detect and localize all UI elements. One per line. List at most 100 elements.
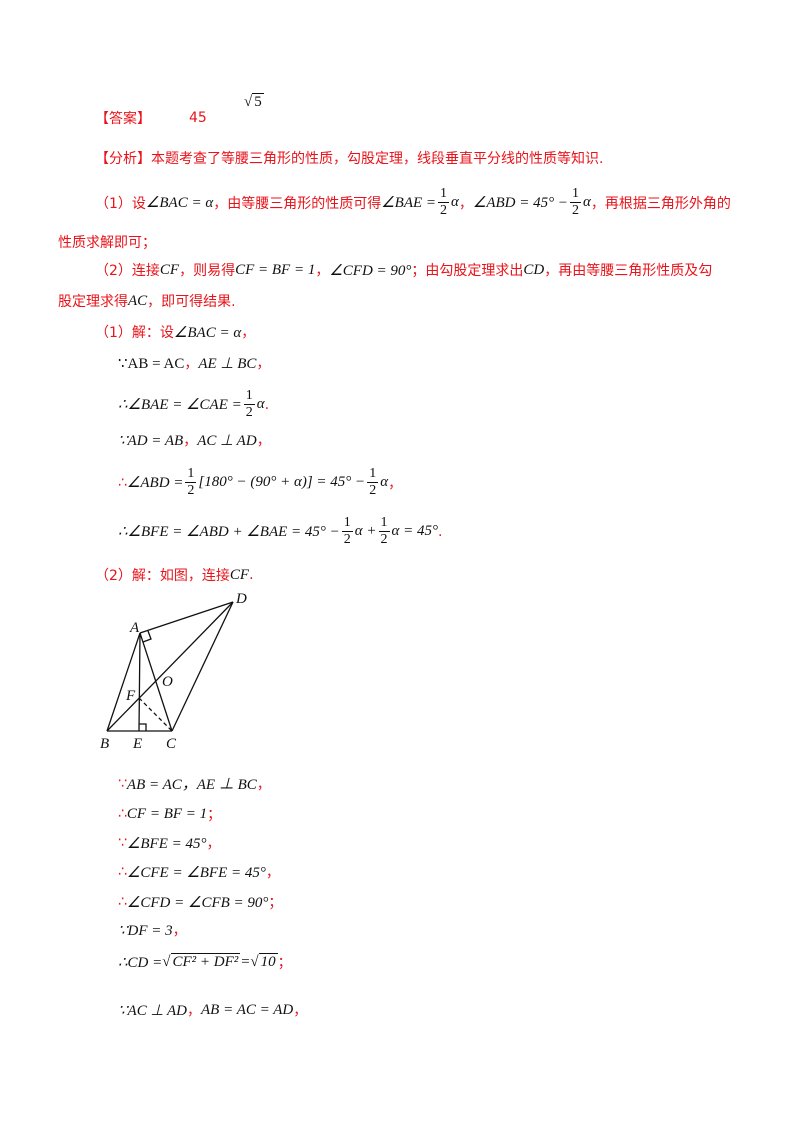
numerator: 1 [570, 186, 581, 203]
text-segment: （2）连接 [95, 263, 160, 279]
text-segment: . [438, 523, 443, 540]
text-segment: ， [256, 776, 271, 793]
denominator: 2 [380, 532, 388, 547]
numerator: 1 [185, 466, 197, 483]
math-expression: ∵AD = AB [118, 432, 184, 449]
text-segment: ， [388, 475, 403, 492]
text-segment: （2）解：如图，连接 [95, 568, 230, 584]
math-expression: ∠BAE = [381, 195, 437, 211]
denominator: 2 [572, 203, 579, 218]
text-segment: ∵ [118, 835, 127, 851]
text-segment: ∴ [118, 806, 127, 822]
text-segment: 性质求解即可； [58, 235, 156, 251]
text-segment: ， [187, 1003, 202, 1019]
text-segment: ， [183, 433, 198, 449]
geometry-diagram: A D O F B E C [100, 591, 247, 752]
square-root: √ CF² + DF² [162, 952, 241, 970]
segment-ac [139, 632, 173, 732]
answer-value-1: 45 [189, 110, 207, 126]
text-segment: ∴ [118, 474, 127, 491]
numerator: 1 [367, 466, 379, 483]
math-expression: α + [354, 523, 377, 539]
text-line-sol1: （1）解：设 ∠BAC = α， [95, 322, 255, 342]
math-expression: CF = BF = 1 [235, 261, 316, 278]
text-segment: ； [207, 807, 222, 823]
text-segment: . [264, 396, 270, 413]
text-line-sol2: （2）解：如图，连接 CF . [95, 565, 254, 585]
denominator: 2 [187, 483, 195, 498]
segment-bd [106, 601, 234, 732]
radicand: CF² + DF² [170, 952, 241, 970]
text-line-sol2-b: ∴ CF = BF = 1； [118, 804, 221, 824]
text-segment: ， [265, 865, 280, 881]
text-segment: ； [277, 955, 292, 971]
answer-value-2: √ 5 [244, 93, 264, 110]
text-line-sol2-d: ∴ ∠CFE = ∠BFE = 45°， [118, 862, 280, 882]
text-segment: ， [293, 1003, 308, 1019]
math-expression: α [583, 194, 591, 210]
text-segment: ， [458, 195, 473, 212]
text-segment: ， [184, 356, 199, 372]
math-expression: ∵AC ⊥ AD [118, 1002, 188, 1019]
math-expression: ∠ABD = 45° − [472, 195, 568, 211]
math-expression: ∠BAC = α [145, 195, 214, 211]
text-segment: （1）设 [95, 195, 146, 212]
text-line-analysis-1: （1）设 ∠BAC = α ，由等腰三角形的性质可得 ∠BAE = 1 2 α， ∠ABD … [95, 186, 731, 219]
segment-fc-dashed [138, 697, 173, 732]
text-segment: ，再根据三角形外角的 [590, 195, 731, 212]
text-segment: ， [241, 325, 256, 341]
text-segment: ∴ [118, 894, 127, 910]
text-segment: ，由等腰三角形的性质可得 [213, 195, 382, 212]
text-line-analysis-2b: 股定理求得 AC ，即可得结果. [58, 291, 236, 311]
math-expression: ∠BFE = 45° [126, 835, 207, 852]
math-expression: AB = AC = AD [201, 1001, 294, 1018]
text-segment: ， [315, 263, 330, 279]
text-segment: ，再由等腰三角形性质及勾 [544, 263, 713, 279]
math-expression: AB = AC，AE ⊥ BC [126, 777, 257, 793]
segment-ab [106, 632, 141, 732]
text-segment: ∵ [118, 775, 127, 792]
text-line-sol2-a: ∵ AB = AC，AE ⊥ BC， [118, 773, 271, 794]
denominator: 2 [440, 203, 448, 218]
math-expression: ∴CD = [118, 954, 163, 971]
math-expression: ∵AB = AC [118, 355, 185, 372]
text-line-analysis: 【分析】本题考查了等腰三角形的性质，勾股定理，线段垂直平分线的性质等知识. [95, 148, 603, 168]
math-expression: = [240, 953, 251, 970]
numerator: 1 [438, 186, 450, 203]
text-segment: ， [256, 356, 271, 372]
label-a: A [129, 620, 140, 636]
answer-label: 【答案】 [95, 111, 151, 127]
math-expression: α [380, 474, 389, 490]
text-segment: 【分析】本题考查了等腰三角形的性质，勾股定理，线段垂直平分线的性质等知识. [95, 151, 604, 167]
text-line-sol1-a: ∵AB = AC， AE ⊥ BC， [118, 353, 270, 373]
denominator: 2 [369, 483, 377, 498]
math-expression: ∴∠BFE = ∠ABD + ∠BAE = 45° − [118, 524, 340, 540]
text-segment: ； [268, 895, 283, 911]
label-c: C [166, 736, 177, 752]
text-segment: （1）解：设 [95, 325, 174, 341]
numerator: 1 [378, 515, 390, 532]
label-o: O [162, 674, 173, 690]
label-e: E [132, 736, 142, 752]
numerator: 1 [341, 515, 353, 532]
denominator: 2 [245, 405, 253, 420]
label-b: B [100, 736, 109, 752]
math-expression: α [256, 396, 265, 412]
numerator: 1 [243, 388, 255, 405]
math-expression: AE ⊥ BC [198, 355, 257, 372]
math-expression: α = 45° [391, 523, 439, 539]
math-expression: ∠BAC = α [173, 324, 242, 341]
text-segment: ， [256, 433, 271, 449]
text-line-sol1-c: ∵AD = AB， AC ⊥ AD， [118, 430, 271, 450]
math-expression: ∴∠BAE = ∠CAE = [118, 397, 242, 413]
text-segment: 股定理求得 [58, 294, 128, 310]
math-expression: ∠CFD = ∠CFB = 90° [126, 894, 269, 911]
text-segment: ，则易得 [179, 263, 236, 279]
